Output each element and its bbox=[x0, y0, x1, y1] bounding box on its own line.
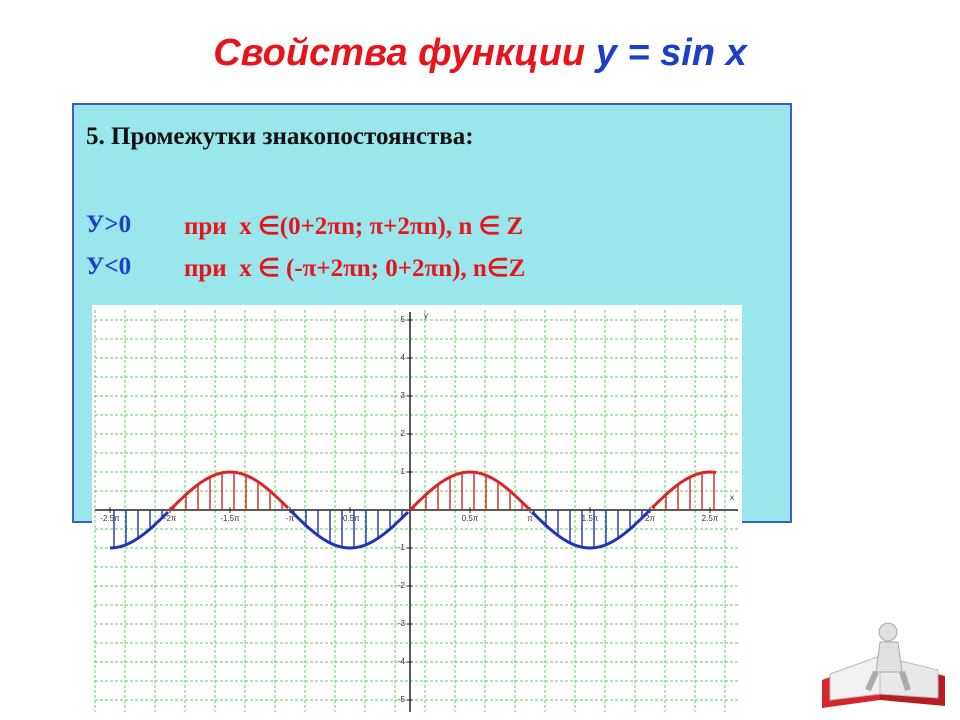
title-formula: y = sin x bbox=[595, 32, 747, 74]
y-tick-label: -2 bbox=[398, 581, 406, 590]
sine-curve bbox=[650, 470, 717, 510]
title: Свойства функции y = sin x bbox=[0, 32, 960, 75]
y-tick-label: -5 bbox=[398, 695, 406, 704]
x-tick-label: -π bbox=[286, 514, 295, 523]
y-tick-label: 1 bbox=[401, 467, 406, 476]
x-tick-label: 1.5π bbox=[582, 514, 599, 523]
row-label: У>0 bbox=[86, 211, 132, 238]
x-axis-label: x bbox=[730, 493, 734, 502]
row-label: У<0 bbox=[86, 253, 132, 280]
row-text: при x ∈(0+2πn; π+2πn), n ∈ Z bbox=[184, 213, 524, 240]
y-tick-label: 4 bbox=[401, 353, 406, 362]
sine-curve bbox=[530, 508, 652, 550]
heading: 5. Промежутки знакопостоянства: bbox=[86, 123, 474, 150]
sine-curve bbox=[288, 508, 410, 550]
x-tick-label: -2π bbox=[164, 514, 177, 523]
title-text: Свойства функции bbox=[213, 32, 586, 74]
x-tick-label: π bbox=[527, 514, 533, 523]
x-tick-label: 2π bbox=[645, 514, 655, 523]
y-tick-label: 2 bbox=[401, 429, 406, 438]
x-tick-label: -1.5π bbox=[220, 514, 240, 523]
book-icon bbox=[822, 622, 945, 708]
x-tick-label: 0.5π bbox=[462, 514, 479, 523]
x-tick-label: -0.5π bbox=[340, 514, 360, 523]
x-tick-label: -2.5π bbox=[100, 514, 120, 523]
sine-curve bbox=[408, 470, 532, 512]
y-tick-label: 5 bbox=[401, 315, 406, 324]
sine-curve bbox=[168, 470, 290, 512]
y-axis-label: y bbox=[424, 311, 428, 320]
y-tick-label: -3 bbox=[398, 619, 406, 628]
y-tick-label: -1 bbox=[398, 543, 406, 552]
y-tick-label: 3 bbox=[401, 391, 406, 400]
y-tick-label: -4 bbox=[398, 657, 406, 666]
row-text: при x ∈ (-π+2πn; 0+2πn), n∈Z bbox=[184, 255, 526, 282]
x-tick-label: 2.5π bbox=[702, 514, 719, 523]
sine-curve bbox=[109, 510, 170, 550]
